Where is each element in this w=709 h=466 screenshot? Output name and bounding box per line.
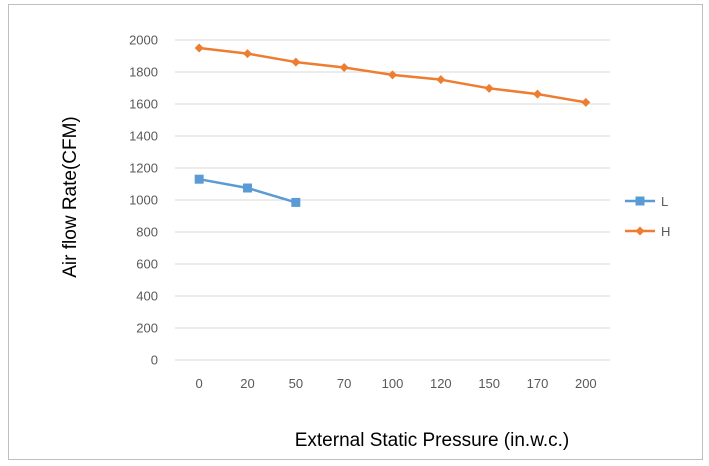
y-tick-label-2000: 2000 [129, 33, 158, 48]
y-tick-label-1600: 1600 [129, 97, 158, 112]
x-axis-title: External Static Pressure (in.w.c.) [295, 430, 570, 451]
y-tick-label-1800: 1800 [129, 65, 158, 80]
legend-label-L: L [661, 194, 668, 209]
y-axis-ticks: 0 200 400 600 800 1000 1200 1400 1600 1800 2000 [129, 33, 158, 368]
y-tick-label-1400: 1400 [129, 129, 158, 144]
series-L [194, 174, 301, 207]
data-point-H-120 [436, 75, 446, 85]
x-tick-label-170: 170 [527, 376, 549, 391]
data-point-H-70 [339, 63, 349, 73]
y-tick-label-600: 600 [136, 257, 158, 272]
y-tick-label-0: 0 [151, 353, 158, 368]
y-tick-label-1200: 1200 [129, 161, 158, 176]
legend: LH [625, 194, 670, 239]
data-point-H-100 [388, 70, 397, 80]
data-point-H-200 [581, 97, 591, 107]
data-point-L-50 [291, 197, 301, 207]
y-axis-title: Air flow Rate(CFM) [60, 116, 81, 278]
x-tick-label-200: 200 [575, 376, 597, 391]
x-tick-label-100: 100 [382, 376, 404, 391]
data-point-H-150 [484, 83, 494, 93]
y-tick-label-200: 200 [136, 321, 158, 336]
series-layer [194, 43, 591, 207]
y-tick-label-1000: 1000 [129, 193, 158, 208]
data-point-H-0 [194, 43, 204, 53]
series-H [194, 43, 591, 107]
x-tick-label-50: 50 [289, 376, 303, 391]
x-tick-label-20: 20 [240, 376, 254, 391]
x-axis-ticks: 0 20 50 70 100 120 150 170 200 [196, 376, 597, 391]
x-tick-label-150: 150 [478, 376, 500, 391]
legend-entry-L: L [625, 194, 668, 209]
y-tick-label-400: 400 [136, 289, 158, 304]
data-point-L-0 [194, 174, 204, 184]
x-tick-label-70: 70 [337, 376, 351, 391]
data-point-H-50 [291, 57, 301, 67]
data-point-H-170 [533, 89, 542, 99]
data-point-H-20 [243, 49, 252, 59]
gridlines [175, 39, 610, 361]
legend-marker-H [635, 226, 645, 236]
data-point-L-20 [243, 183, 252, 193]
legend-marker-L [635, 196, 645, 206]
legend-label-H: H [661, 224, 670, 239]
y-tick-label-800: 800 [136, 225, 158, 240]
legend-entry-H: H [625, 224, 670, 239]
x-tick-label-0: 0 [196, 376, 203, 391]
x-tick-label-120: 120 [430, 376, 452, 391]
